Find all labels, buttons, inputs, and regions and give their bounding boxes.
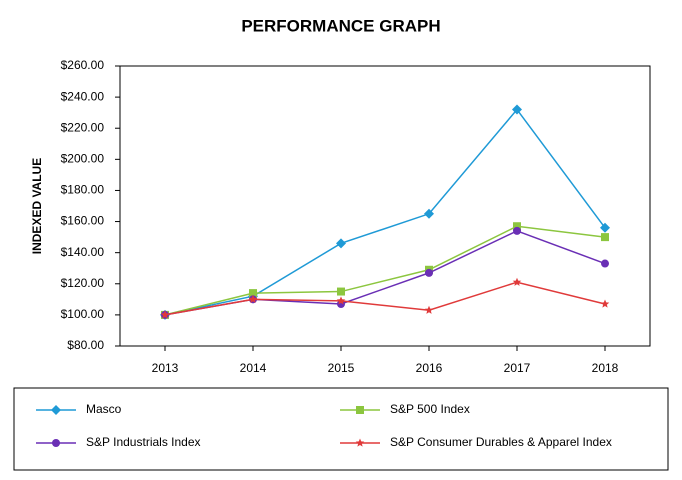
marker [600,222,610,233]
y-tick-label: $200.00 [61,152,105,166]
series-line [164,230,606,316]
x-tick-label: 2018 [592,361,619,375]
marker [513,226,521,235]
series-line [164,108,606,316]
legend-label: S&P Industrials Index [86,435,201,449]
marker [600,299,610,308]
marker [160,310,170,319]
legend-label: Masco [86,402,122,416]
marker [513,222,521,231]
marker [337,287,345,296]
marker [336,296,346,305]
y-tick-label: $100.00 [61,307,105,321]
y-tick-label: $140.00 [61,245,105,259]
y-tick-label: $260.00 [61,58,105,72]
y-tick-label: $120.00 [61,276,105,290]
y-axis-label: INDEXED VALUE [30,158,44,254]
marker [356,406,364,414]
legend-label: S&P 500 Index [390,402,470,416]
marker [52,439,60,447]
marker [355,438,365,447]
legend-box [13,387,669,471]
x-tick-label: 2014 [240,361,267,375]
marker [51,405,61,415]
x-tick-label: 2013 [152,361,179,375]
legend-label: S&P Consumer Durables & Apparel Index [390,435,612,449]
marker [512,277,522,286]
plot-frame [119,65,651,347]
y-tick-label: $240.00 [61,89,105,103]
x-tick-label: 2017 [504,361,531,375]
y-tick-label: $80.00 [67,338,104,352]
marker [336,238,346,249]
marker [248,294,258,303]
series-line [164,281,606,316]
x-tick-label: 2015 [328,361,355,375]
marker [424,305,434,314]
chart-title: PERFORMANCE GRAPH [241,16,440,35]
marker [425,268,433,277]
marker [512,104,522,115]
marker [249,289,257,298]
marker [601,233,609,242]
y-tick-label: $160.00 [61,214,105,228]
x-tick-label: 2016 [416,361,443,375]
y-tick-label: $180.00 [61,183,105,197]
marker [424,208,434,219]
marker [601,259,609,268]
series-line [164,225,606,316]
y-tick-label: $220.00 [61,120,105,134]
